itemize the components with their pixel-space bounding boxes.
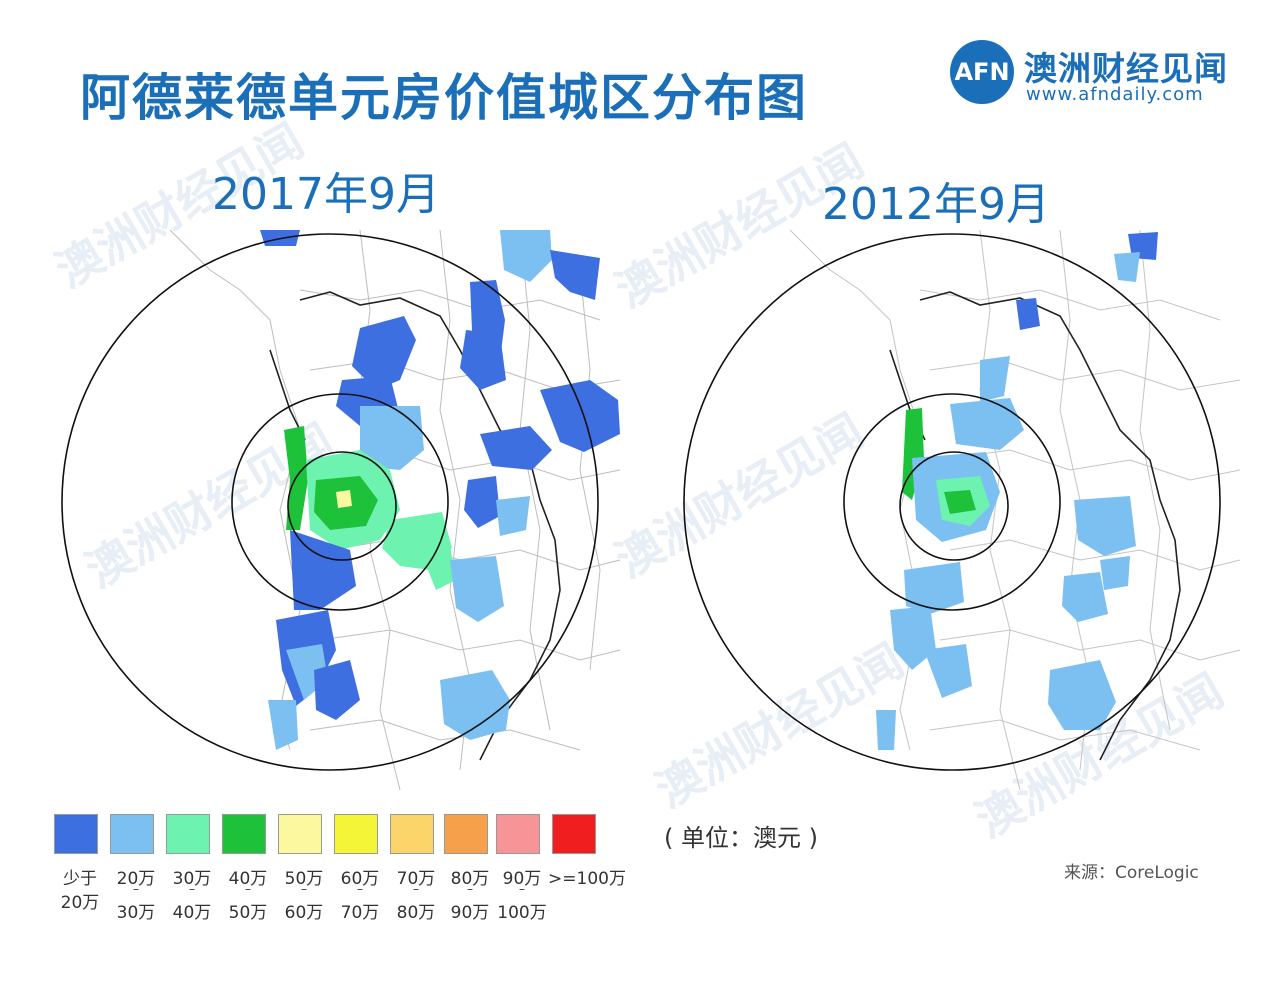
- map-label-2012: 2012年9月: [822, 179, 1050, 230]
- legend-dash: –: [357, 882, 363, 896]
- legend-item: 70万 – 80万: [386, 814, 442, 923]
- legend-item: 20万 – 30万: [106, 814, 162, 923]
- inner-ring: [899, 451, 1009, 561]
- brand-url: www.afndaily.com: [1026, 84, 1204, 105]
- legend-label-low: 70万: [396, 869, 436, 889]
- legend-label-low: 80万: [450, 869, 490, 889]
- map-2017: [61, 230, 621, 790]
- legend-dash: –: [413, 882, 419, 896]
- brand-name: 澳洲财经见闻: [1024, 49, 1228, 88]
- legend-swatch: [390, 814, 434, 854]
- legend-label-high: 50万: [228, 903, 268, 923]
- suburb-fills: [260, 230, 620, 750]
- unit-note: ( 单位：澳元 ): [664, 824, 818, 852]
- legend-item: 少于 20万: [50, 814, 106, 913]
- suburb-fills: [876, 232, 1158, 750]
- legend-label-high: 30万: [116, 903, 156, 923]
- legend-label-high: 100万: [497, 903, 547, 923]
- legend-label-low: 40万: [228, 869, 268, 889]
- brand: AFN 澳洲财经见闻 www.afndaily.com: [950, 40, 1250, 110]
- legend-label-high: 80万: [396, 903, 436, 923]
- legend-swatch: [54, 814, 98, 854]
- legend-label-high: 40万: [172, 903, 212, 923]
- brand-logo-icon: AFN: [950, 40, 1014, 104]
- page-title: 阿德莱德单元房价值城区分布图: [80, 69, 808, 127]
- legend-swatch: [110, 814, 154, 854]
- map-label-2017: 2017年9月: [212, 169, 440, 220]
- suburb-boundaries: [789, 230, 1240, 790]
- legend-swatch: [334, 814, 378, 854]
- legend-dash: –: [189, 882, 195, 896]
- legend-dash: –: [245, 882, 251, 896]
- middle-ring: [843, 393, 1061, 611]
- legend-dash: –: [133, 882, 139, 896]
- legend-swatch: [444, 814, 488, 854]
- legend-item: 80万 – 90万: [440, 814, 496, 923]
- legend-label-low: 少于: [63, 869, 97, 889]
- legend-dash: –: [301, 882, 307, 896]
- legend-label-low: >=100万: [548, 869, 626, 889]
- legend-label-low: 50万: [284, 869, 324, 889]
- legend-label-high: 60万: [284, 903, 324, 923]
- legend: 少于 20万 20万 – 30万 30万 – 40万 40万 – 50万 50万…: [50, 814, 650, 924]
- legend-label-low: 30万: [172, 869, 212, 889]
- legend-dash: –: [519, 882, 525, 896]
- middle-ring: [231, 393, 449, 611]
- outer-ring: [61, 233, 599, 771]
- legend-label-high: 90万: [450, 903, 490, 923]
- source-note: 来源：CoreLogic: [1064, 863, 1199, 883]
- legend-swatch: [166, 814, 210, 854]
- legend-item: 40万 – 50万: [218, 814, 274, 923]
- legend-swatch: [496, 814, 540, 854]
- inner-ring: [287, 451, 397, 561]
- legend-label-high: 20万: [60, 893, 100, 913]
- outer-ring: [683, 233, 1221, 771]
- legend-item: 90万 – 100万: [492, 814, 548, 923]
- legend-label-low: 60万: [340, 869, 380, 889]
- legend-item: 30万 – 40万: [162, 814, 218, 923]
- legend-item: 50万 – 60万: [274, 814, 330, 923]
- legend-swatch: [222, 814, 266, 854]
- legend-swatch: [278, 814, 322, 854]
- legend-label-low: 90万: [502, 869, 542, 889]
- legend-label-low: 20万: [116, 869, 156, 889]
- legend-label-high: 70万: [340, 903, 380, 923]
- legend-item: 60万 – 70万: [330, 814, 386, 923]
- map-2012: [683, 230, 1240, 790]
- legend-swatch: [552, 814, 596, 854]
- legend-dash: –: [467, 882, 473, 896]
- legend-item: >=100万: [548, 814, 626, 889]
